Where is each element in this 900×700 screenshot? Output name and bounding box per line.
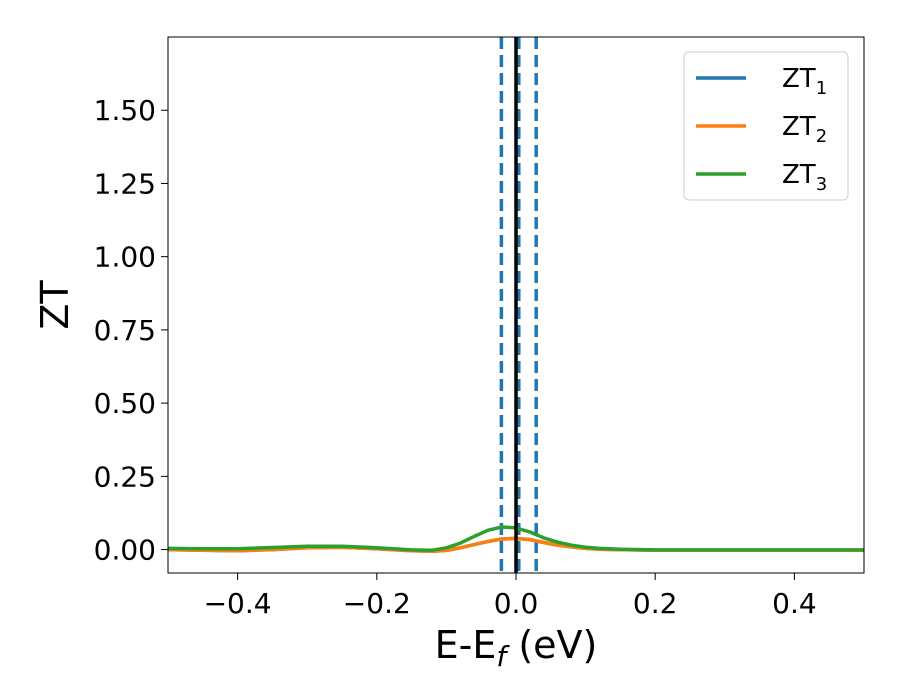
- legend-label: ZT1: [782, 64, 827, 99]
- y-tick-label: 0.25: [94, 460, 156, 493]
- x-axis-label: E-Ef (eV): [435, 623, 598, 673]
- series-lines: [168, 37, 864, 573]
- legend-box: [683, 51, 849, 201]
- series-line-3: [168, 525, 864, 552]
- x-tick-label: 0.0: [494, 587, 539, 620]
- y-tick-label: 1.50: [94, 94, 156, 127]
- legend-label: ZT2: [782, 112, 827, 147]
- reference-lines: [499, 37, 538, 573]
- y-tick-label: 0.00: [94, 534, 156, 567]
- x-tick-label: −0.4: [204, 587, 272, 620]
- y-tick-label: 1.00: [94, 241, 156, 274]
- legend: ZT1 ZT2 ZT3: [683, 51, 849, 201]
- y-tick-label: 1.25: [94, 167, 156, 200]
- x-tick-label: 0.2: [633, 587, 678, 620]
- y-axis-ticks: 0.00 0.25 0.50 0.75 1.00 1.25 1.50: [94, 94, 168, 567]
- x-axis-ticks: −0.4 −0.2 0.0 0.2 0.4: [204, 573, 817, 620]
- y-tick-label: 0.75: [94, 314, 156, 347]
- x-tick-label: 0.4: [772, 587, 817, 620]
- y-tick-label: 0.50: [94, 387, 156, 420]
- legend-label: ZT3: [782, 160, 827, 195]
- y-axis-label: ZT: [33, 280, 77, 330]
- x-tick-label: −0.2: [343, 587, 411, 620]
